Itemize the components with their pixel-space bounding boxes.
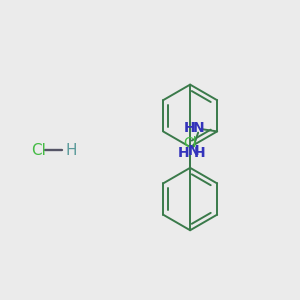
Text: Cl: Cl: [31, 142, 46, 158]
Text: N: N: [192, 121, 204, 135]
Text: H: H: [178, 146, 190, 160]
Text: Cl: Cl: [183, 136, 197, 150]
Text: H: H: [194, 146, 205, 160]
Text: H: H: [65, 142, 77, 158]
Text: N: N: [188, 144, 199, 158]
Text: H: H: [183, 121, 195, 135]
